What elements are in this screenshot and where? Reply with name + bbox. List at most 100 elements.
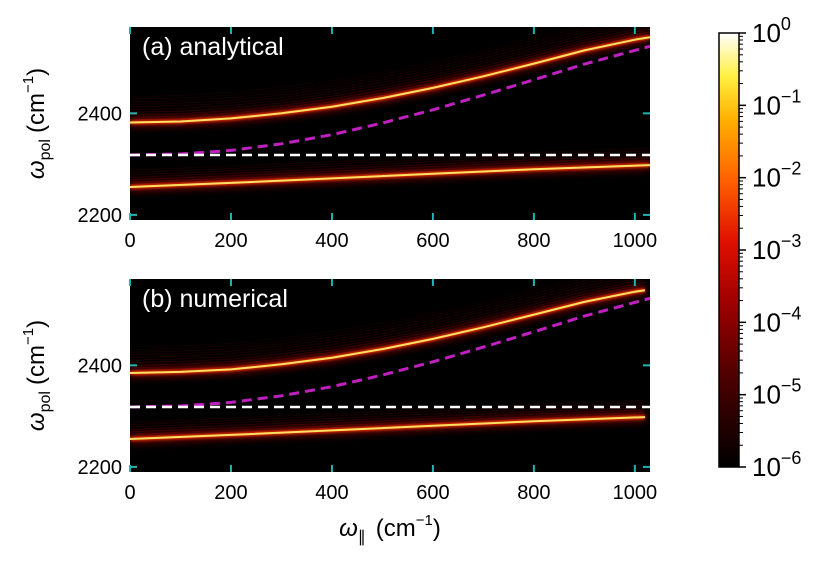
y-tick-label: 2200 [78, 205, 123, 227]
colorbar-tick-label: 10−1 [752, 86, 801, 120]
upper-branch-spread [130, 27, 612, 105]
lower-branch-spread [130, 399, 646, 423]
x-unit: (cm [376, 515, 416, 542]
colorbar-tick-exp: −1 [781, 86, 802, 106]
colorbar-tick-exp: −2 [781, 159, 802, 179]
upper-branch-spread [130, 281, 646, 366]
y-unit-exp-b: −1 [20, 328, 37, 345]
lower-branch-spread [130, 409, 646, 433]
colorbar-gradient [718, 32, 740, 468]
x-unit-exp: −1 [416, 512, 433, 529]
magenta-dashed-line [130, 296, 650, 409]
x-tick-label: 200 [214, 230, 247, 252]
upper-branch-spread [130, 279, 585, 351]
lower-branch-spread [130, 157, 650, 181]
upper-branch-spread [130, 27, 600, 103]
upper-branch-spread [130, 279, 575, 348]
magenta-dashed-line [130, 44, 650, 157]
x-tick-label: 400 [315, 482, 348, 504]
x-tick-label: 800 [517, 230, 550, 252]
colorbar-tick-base: 10 [752, 452, 781, 482]
lower-branch-spread [130, 407, 646, 430]
plot-area-a [130, 27, 650, 192]
colorbar-tick-label: 10−2 [752, 159, 801, 193]
y-axis-label-b: ωpol (cm−1) [20, 320, 54, 431]
upper-branch-spread [130, 279, 598, 353]
y-unit-a: (cm [23, 93, 50, 133]
y-tick-label: 2400 [78, 103, 123, 125]
upper-branch-spread [130, 279, 637, 361]
upper-branch-spread [130, 28, 650, 116]
y-tick-label: 2400 [78, 355, 123, 377]
upper-branch [130, 289, 646, 374]
colorbar-tick-exp: −4 [781, 303, 802, 323]
x-axis-label: ω∥ (cm−1) [339, 512, 441, 546]
x-tick-label: 600 [416, 482, 449, 504]
x-tick-label: 1000 [613, 230, 658, 252]
y-unit-close-a: ) [23, 68, 50, 76]
y-unit-b: (cm [23, 345, 50, 385]
x-unit-close: ) [433, 515, 441, 542]
lower-branch-spread [130, 147, 650, 171]
x-tick-label: 0 [124, 482, 135, 504]
upper-branch [130, 36, 650, 124]
x-tick-label: 200 [214, 482, 247, 504]
colorbar-tick-label: 10−5 [752, 376, 801, 410]
x-subscript: ∥ [358, 529, 366, 546]
upper-branch-spread [130, 27, 587, 100]
upper-branch-spread [130, 279, 646, 364]
x-tick-label: 1000 [613, 482, 658, 504]
upper-branch-spread [130, 27, 650, 113]
colorbar-tick-label: 10−6 [752, 448, 801, 482]
y-symbol-b: ω [23, 412, 50, 431]
ticks-a: 0 200 400 600 800 1000 2200 2400 [78, 27, 658, 252]
colorbar-tick-base: 10 [752, 235, 781, 265]
colorbar-tick-exp: 0 [781, 14, 791, 34]
upper-branch-spread [130, 279, 611, 356]
lower-branch [130, 416, 646, 440]
upper-branch-spread [130, 279, 624, 358]
y-subscript-a: pol [37, 139, 54, 160]
lower-branch-spread [130, 411, 646, 435]
x-tick-label: 400 [315, 230, 348, 252]
x-symbol: ω [339, 515, 358, 542]
x-tick-label: 0 [124, 230, 135, 252]
colorbar-tick-base: 10 [752, 163, 781, 193]
upper-branch-spread [130, 284, 646, 369]
x-tick-label: 800 [517, 482, 550, 504]
colorbar-tick-base: 10 [752, 307, 781, 337]
colorbar-tick-exp: −6 [781, 448, 802, 468]
lower-branch-spread [130, 155, 650, 178]
upper-branch-spread [130, 27, 624, 108]
lower-branch-spread [130, 152, 650, 176]
lower-branch [130, 164, 650, 188]
colorbar-tick-label: 10−4 [752, 303, 801, 337]
lower-branch-spread [130, 159, 650, 183]
colorbar-tick-base: 10 [752, 18, 781, 48]
colorbar-tick-base: 10 [752, 380, 781, 410]
plot-area-b [130, 279, 650, 444]
upper-branch-spread [130, 27, 637, 110]
x-tick-label: 600 [416, 230, 449, 252]
colorbar-tick-exp: −5 [781, 376, 802, 396]
colorbar-tick-label: 10−3 [752, 231, 801, 265]
panel-a: (a) analytical 0 200 400 600 800 1000 2200 2400… [20, 27, 658, 252]
colorbar-tick-base: 10 [752, 90, 781, 120]
ticks-b: 0 200 400 600 800 1000 2200 2400 [78, 279, 658, 504]
lower-branch-spread [130, 404, 646, 428]
colorbar-tick-label: 100 [752, 14, 791, 48]
panel-b-title: (b) numerical [142, 285, 288, 313]
panel-a-title: (a) analytical [142, 33, 284, 61]
upper-branch-spread [130, 27, 577, 97]
upper-branch-spread [130, 31, 650, 118]
y-subscript-b: pol [37, 391, 54, 412]
y-axis-label-a: ωpol (cm−1) [20, 68, 54, 179]
y-tick-label: 2200 [78, 457, 123, 479]
y-unit-close-b: ) [23, 320, 50, 328]
y-symbol-a: ω [23, 160, 50, 179]
panel-b: (b) numerical 0 200 400 600 800 100022002400 … [20, 279, 658, 546]
colorbar-tick-exp: −3 [781, 231, 802, 251]
